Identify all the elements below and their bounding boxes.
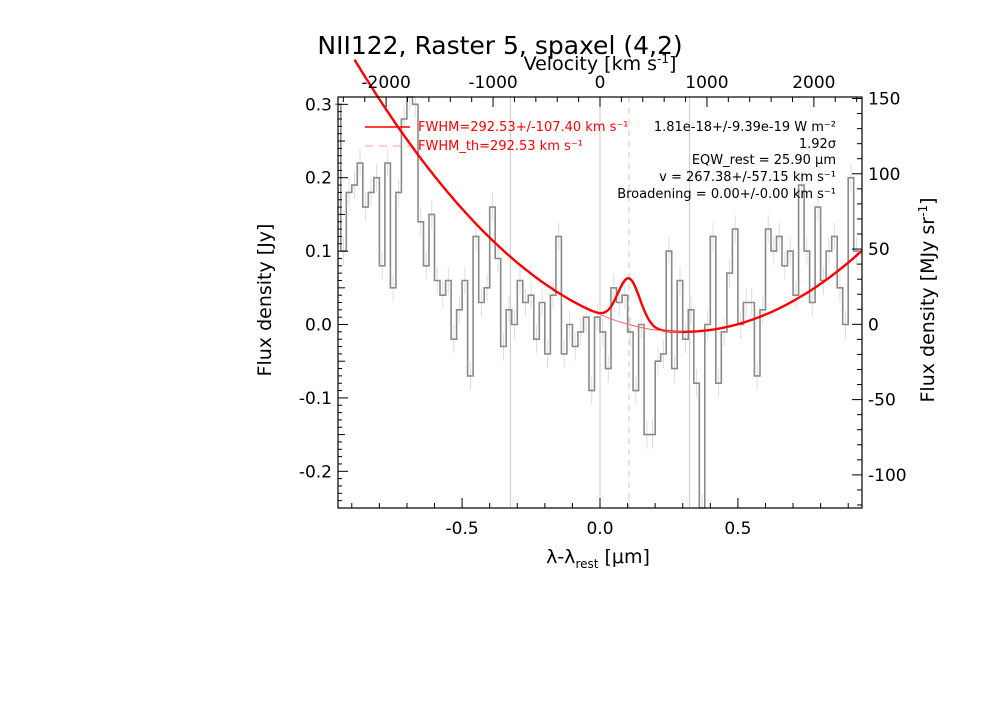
x-tick-label: 0.5 xyxy=(724,519,751,539)
baseline-curve xyxy=(599,314,683,333)
top-x-tick-label: 2000 xyxy=(792,73,835,93)
annotation-velocity: v = 267.38+/-57.15 km s⁻¹ xyxy=(659,170,836,185)
annotations: 1.81e-18+/-9.39e-19 W m⁻² 1.92σ EQW_rest… xyxy=(617,120,836,202)
top-x-tick-label: 0 xyxy=(595,73,606,93)
right-y-tick-label: -50 xyxy=(868,391,896,411)
x-axis-title: λ-λrest [μm] xyxy=(546,546,650,571)
right-y-tick-label: 0 xyxy=(868,315,879,335)
right-y-tick-label: 150 xyxy=(868,90,900,110)
legend-fwhm-label: FWHM=292.53+/-107.40 km s⁻¹ xyxy=(418,120,628,135)
axes-layer: -0.5 0.0 0.5-2000 -1000 0 1000 2000-0.2-0.10.0… xyxy=(299,73,907,539)
y-tick-label: -0.2 xyxy=(299,462,332,482)
spectrum-step-line xyxy=(335,96,860,509)
y-tick-label: 0.2 xyxy=(305,169,332,189)
right-y-axis-title: Flux density [MJy sr-1] xyxy=(916,197,939,402)
annotation-flux: 1.81e-18+/-9.39e-19 W m⁻² xyxy=(654,120,836,135)
top-x-axis-title: Velocity [km s-1] xyxy=(524,52,677,75)
y-axis-title: Flux density [Jy] xyxy=(254,224,276,377)
top-x-tick-label: 1000 xyxy=(685,73,728,93)
y-tick-label: 0.1 xyxy=(305,242,332,262)
legend: FWHM=292.53+/-107.40 km s⁻¹ FWHM_th=292.… xyxy=(365,120,628,154)
legend-fwhm-th-label: FWHM_th=292.53 km s⁻¹ xyxy=(418,139,583,154)
right-y-tick-label: 50 xyxy=(868,240,890,260)
data-layer xyxy=(335,58,863,509)
right-y-tick-label: 100 xyxy=(868,165,900,185)
top-x-tick-label: -1000 xyxy=(468,73,517,93)
right-y-tick-label: -100 xyxy=(868,466,907,486)
fit-curve xyxy=(353,58,863,334)
y-tick-label: 0.0 xyxy=(305,316,332,336)
chart-title: NII122, Raster 5, spaxel (4,2) xyxy=(317,31,682,60)
y-tick-label: -0.1 xyxy=(299,389,332,409)
x-tick-label: -0.5 xyxy=(446,519,479,539)
annotation-broadening: Broadening = 0.00+/-0.00 km s⁻¹ xyxy=(617,187,836,202)
top-x-tick-label: -2000 xyxy=(361,73,410,93)
vertical-markers xyxy=(509,97,691,508)
y-tick-label: 0.3 xyxy=(305,95,332,115)
x-tick-label: 0.0 xyxy=(586,519,613,539)
annotation-sigma: 1.92σ xyxy=(799,137,836,152)
annotation-eqw: EQW_rest = 25.90 μm xyxy=(692,153,836,168)
